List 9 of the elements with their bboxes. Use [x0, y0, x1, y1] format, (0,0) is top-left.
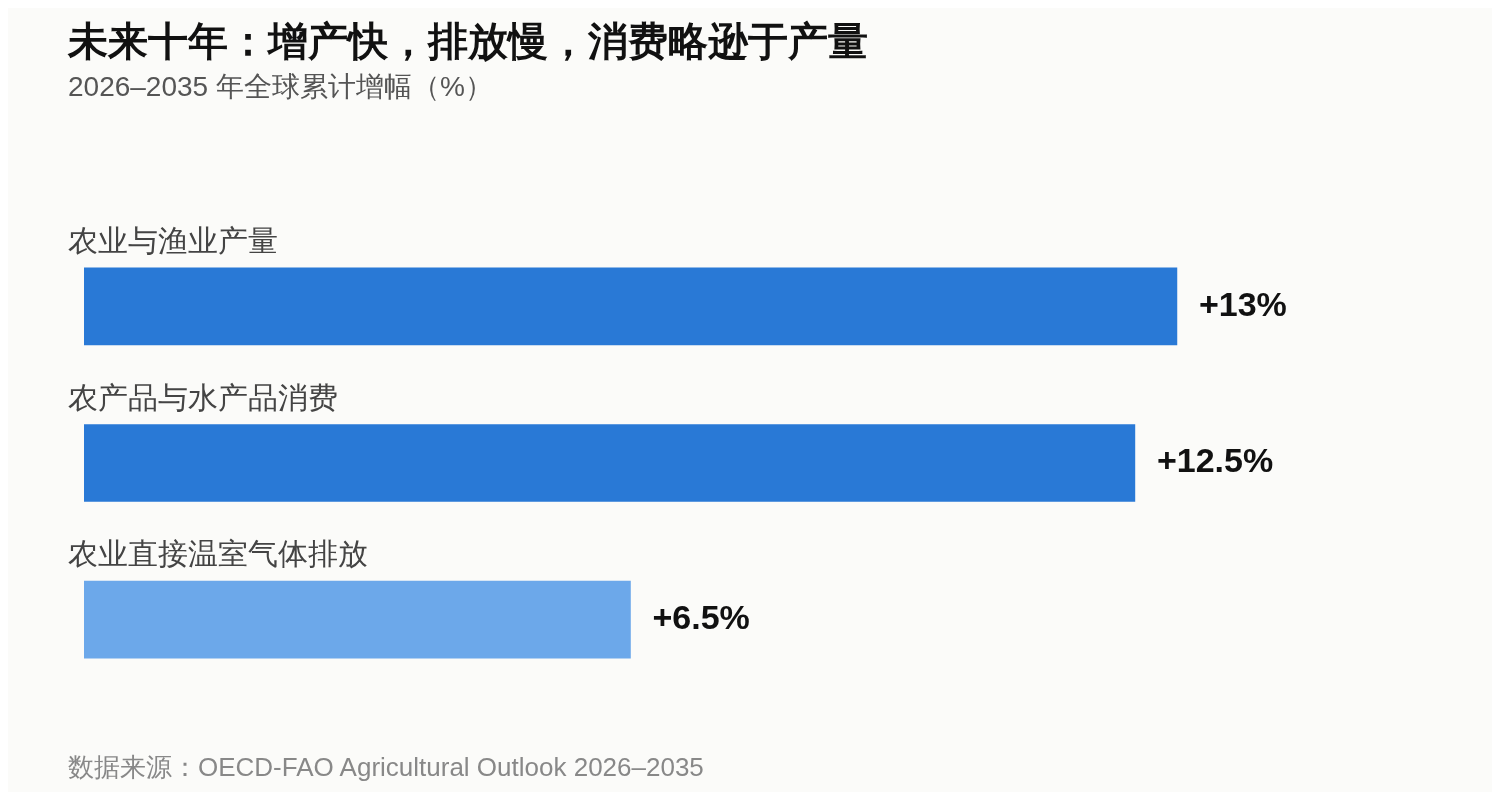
source-note: 数据来源：OECD-FAO Agricultural Outlook 2026–2035: [68, 751, 704, 784]
data-label: +6.5%: [652, 598, 750, 637]
chart-subtitle: 2026–2035 年全球累计增幅（%）: [68, 70, 493, 104]
y-tick-label: 农业与渔业产量: [68, 224, 278, 258]
chart-title: 未来十年：增产快，排放慢，消费略逊于产量: [68, 18, 868, 65]
data-label: +12.5%: [1156, 441, 1274, 480]
y-tick-label: 农产品与水产品消费: [68, 380, 338, 414]
data-label: +13%: [1198, 284, 1287, 323]
y-tick-label: 农业直接温室气体排放: [68, 537, 368, 571]
